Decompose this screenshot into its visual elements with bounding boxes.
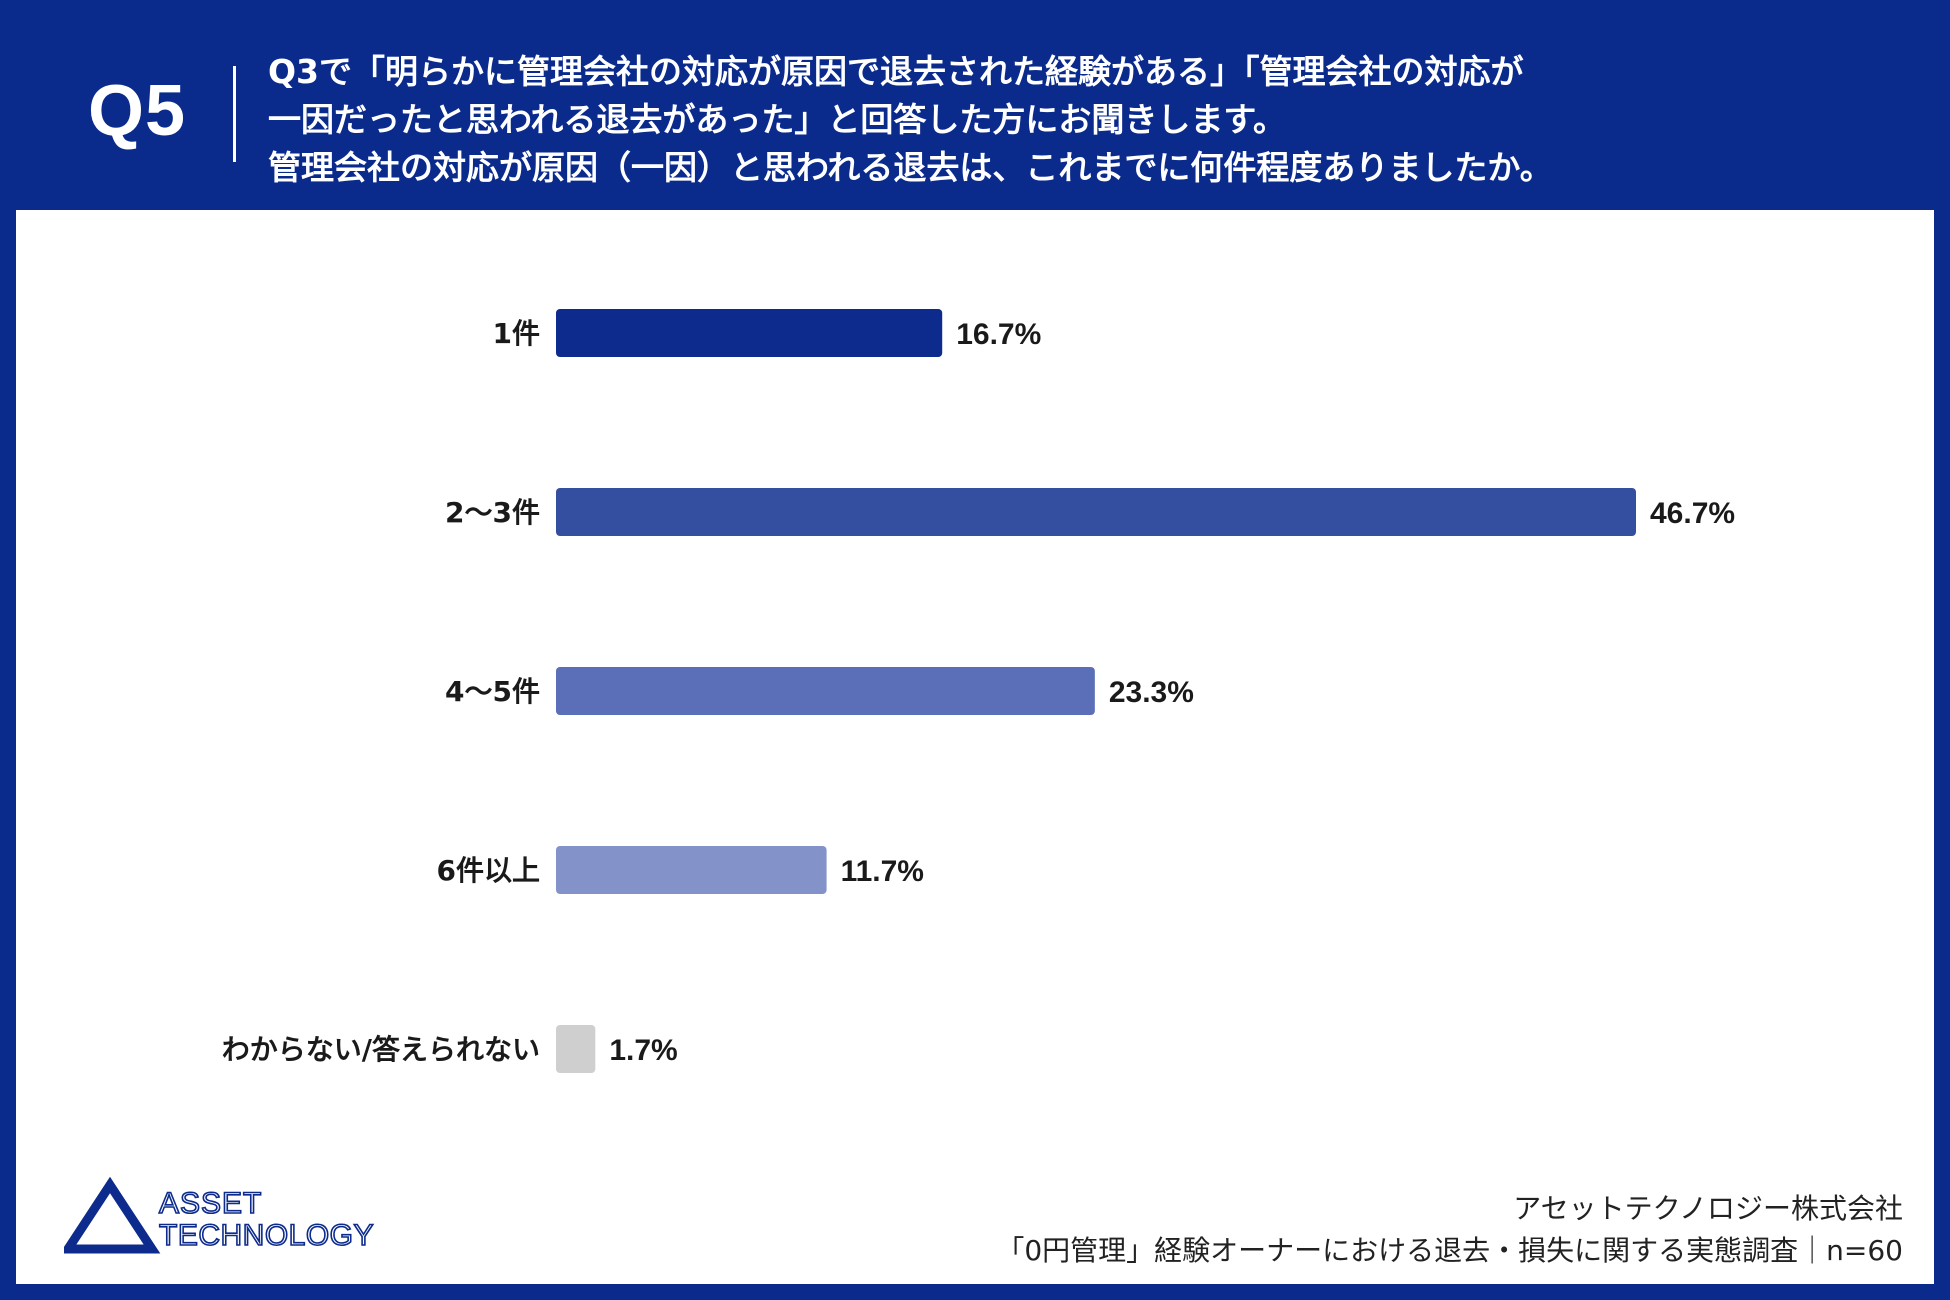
value-label: 11.7%	[841, 855, 924, 888]
header-banner: Q5 Q3で「明らかに管理会社の対応が原因で退去された経験がある」「管理会社の対…	[0, 0, 1950, 210]
bar	[556, 846, 827, 894]
question-number: Q5	[88, 71, 187, 151]
category-label: 1件	[493, 317, 540, 350]
value-label: 1.7%	[609, 1034, 677, 1067]
header-divider	[233, 66, 236, 162]
logo-line-1: ASSET	[159, 1187, 262, 1220]
category-label: 6件以上	[437, 854, 540, 887]
value-label: 46.7%	[1650, 497, 1735, 530]
bar-chart: 1件 16.7% 2〜3件 46.7% 4〜5件 23.3% 6件以上 11.7% わからない/…	[222, 309, 1735, 1073]
bar	[556, 488, 1636, 536]
question-line-3: 管理会社の対応が原因（一因）と思われる退去は、これまでに何件程度ありましたか。	[268, 148, 1553, 187]
category-label: 4〜5件	[445, 675, 540, 708]
category-label: わからない/答えられない	[222, 1033, 540, 1066]
value-label: 16.7%	[956, 318, 1041, 351]
question-text: Q3で「明らかに管理会社の対応が原因で退去された経験がある」「管理会社の対応が …	[268, 48, 1918, 192]
logo-line-2: TECHNOLOGY	[159, 1219, 374, 1252]
question-line-1: Q3で「明らかに管理会社の対応が原因で退去された経験がある」「管理会社の対応が	[268, 52, 1524, 91]
footer-survey: 「0円管理」経験オーナーにおける退去・損失に関する実態調査｜n=60	[996, 1234, 1903, 1267]
value-label: 23.3%	[1109, 676, 1194, 709]
bar	[556, 1025, 596, 1073]
asset-technology-logo: ASSET TECHNOLOGY	[64, 1176, 374, 1254]
chart-panel: 1件 16.7% 2〜3件 46.7% 4〜5件 23.3% 6件以上 11.7% わからない/…	[16, 210, 1934, 1284]
bar	[556, 667, 1095, 715]
category-label: 2〜3件	[445, 496, 540, 529]
question-line-2: 一因だったと思われる退去があった」と回答した方にお聞きします。	[268, 100, 1287, 139]
footer-company: アセットテクノロジー株式会社	[1513, 1192, 1903, 1225]
bar	[556, 309, 943, 357]
footer-source: アセットテクノロジー株式会社 「0円管理」経験オーナーにおける退去・損失に関する…	[996, 1188, 1903, 1272]
